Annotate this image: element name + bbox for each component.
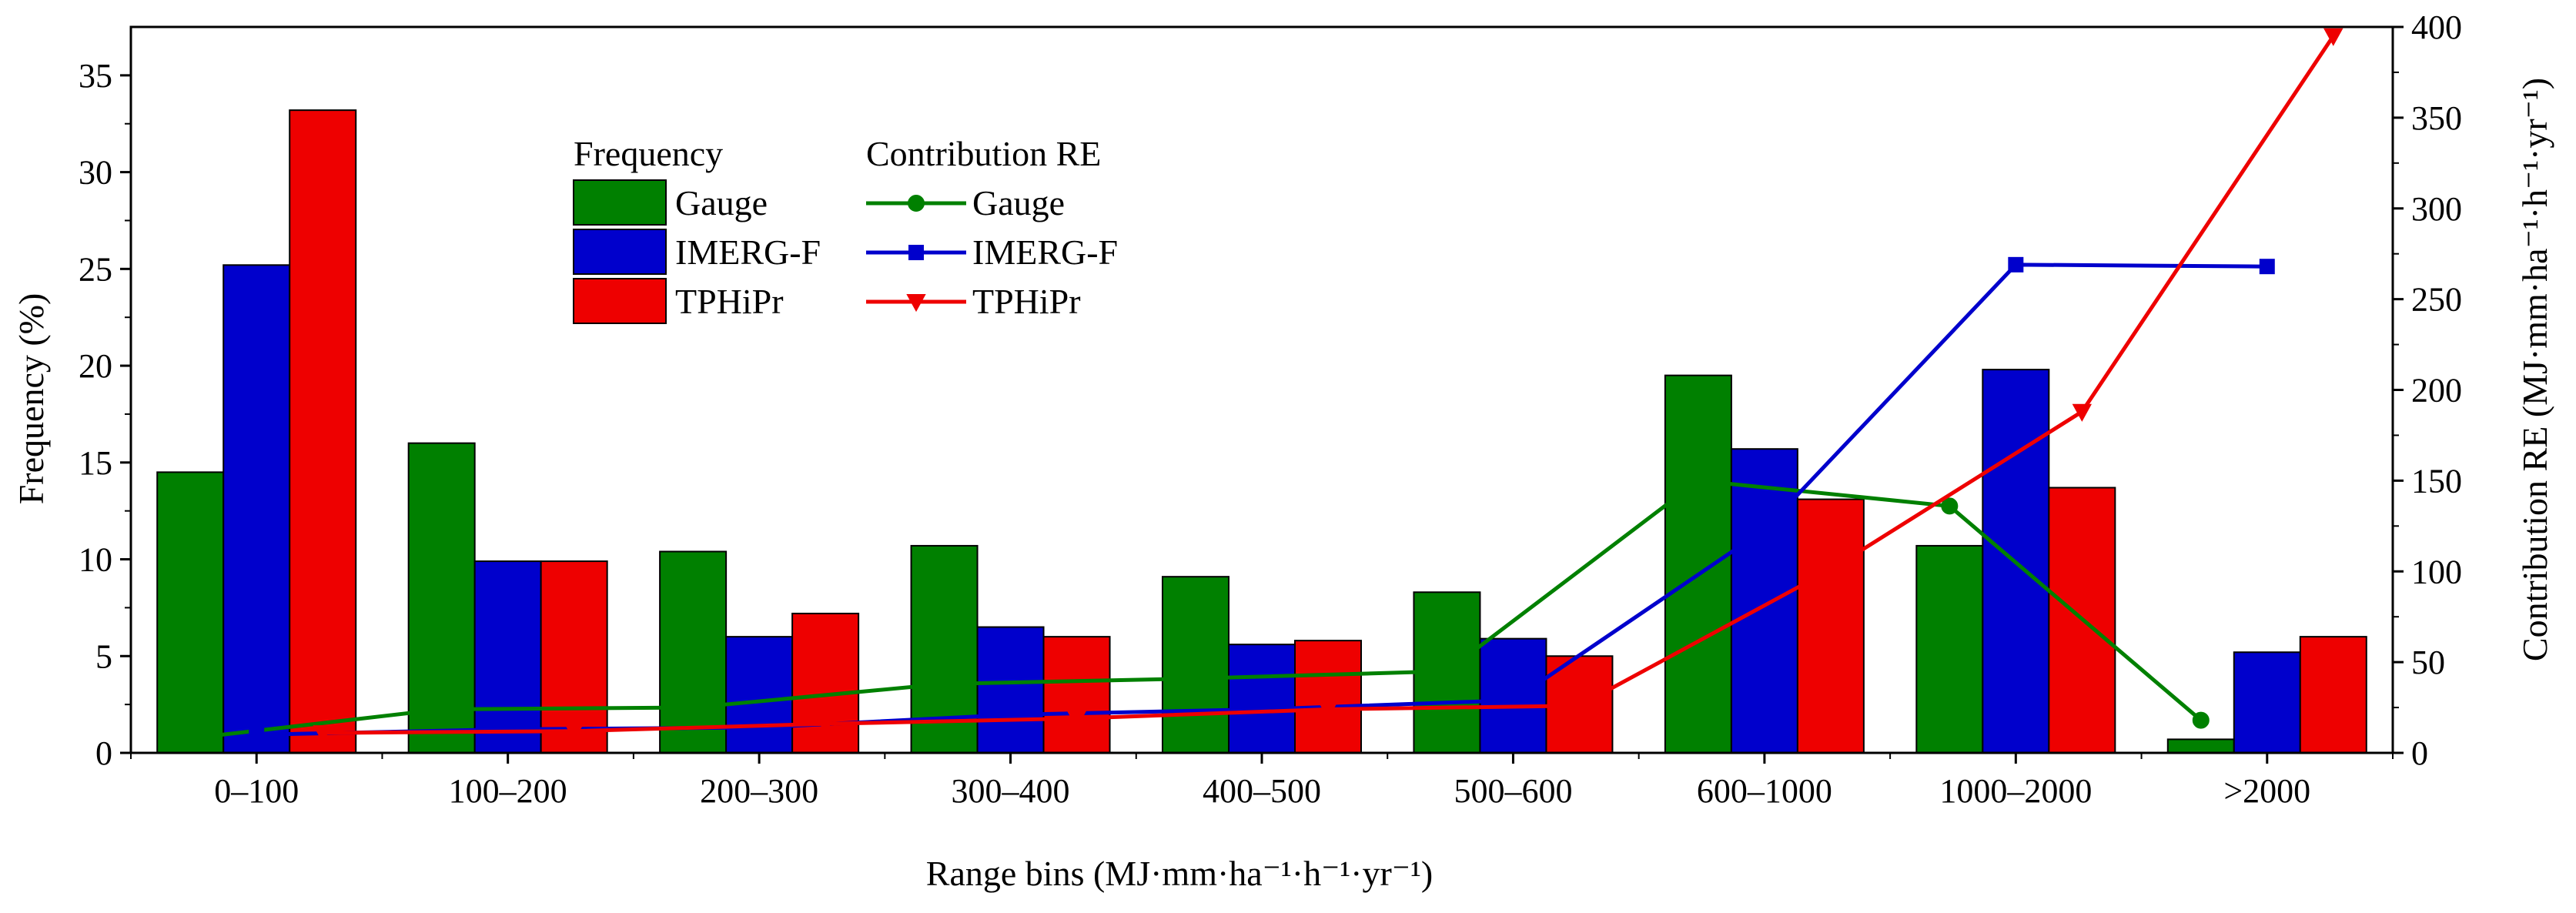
bar-tphipr-4 <box>1294 640 1362 754</box>
point-gauge-3 <box>935 675 953 693</box>
point-gauge-1 <box>433 701 450 718</box>
x-axis-title: Range bins (MJ·mm·ha⁻¹·h⁻¹·yr⁻¹) <box>926 854 1433 893</box>
bar-gauge-4 <box>1162 576 1229 754</box>
point-tphipr-1 <box>564 723 584 741</box>
bar-imerg-f-0 <box>222 264 291 754</box>
y2-tick-label-0: 0 <box>2411 734 2428 772</box>
y-tick-label-20: 20 <box>79 347 112 385</box>
bar-gauge-2 <box>659 550 728 754</box>
bars-layer <box>156 109 2367 754</box>
point-imerg-f-1 <box>500 721 516 737</box>
point-imerg-f-4 <box>1254 701 1270 717</box>
point-gauge-6 <box>1689 472 1707 490</box>
legend-marker-gauge <box>908 195 925 212</box>
point-imerg-f-0 <box>249 727 265 743</box>
legend-label-bar-tphipr: TPHiPr <box>675 282 784 321</box>
x-tick-label-2: 200–300 <box>700 772 818 810</box>
legend-label-line-tphipr: TPHiPr <box>972 282 1081 321</box>
point-tphipr-6 <box>1821 561 1841 580</box>
y-tick-label-35: 35 <box>79 57 112 95</box>
point-gauge-7 <box>1941 497 1959 515</box>
legend-label-line-gauge: Gauge <box>972 183 1065 222</box>
point-tphipr-0 <box>313 725 333 744</box>
bar-tphipr-8 <box>2299 636 2367 754</box>
bar-imerg-f-4 <box>1228 644 1296 754</box>
legend-swatch-gauge <box>573 179 667 226</box>
point-tphipr-8 <box>2323 28 2343 46</box>
x-tick-label-4: 400–500 <box>1203 772 1321 810</box>
legend-line-title: Contribution RE <box>866 134 1101 173</box>
point-tphipr-7 <box>2072 403 2093 422</box>
bar-gauge-6 <box>1664 374 1732 754</box>
y-tick-label-15: 15 <box>79 444 112 482</box>
y2-tick-label-350: 350 <box>2411 99 2462 137</box>
bar-gauge-8 <box>2166 738 2235 754</box>
point-tphipr-4 <box>1318 701 1338 720</box>
point-tphipr-2 <box>815 716 835 734</box>
y-tick-label-25: 25 <box>79 250 112 288</box>
y2-tick-label-400: 400 <box>2411 8 2462 46</box>
bar-tphipr-6 <box>1796 498 1865 754</box>
x-tick-label-3: 300–400 <box>952 772 1070 810</box>
x-tick-label-8: >2000 <box>2223 772 2310 810</box>
legend-swatch-tphipr <box>573 278 667 324</box>
point-gauge-4 <box>1187 670 1204 687</box>
axes-layer: 051015202530350501001502002503003504000–… <box>79 8 2462 810</box>
bar-tphipr-3 <box>1042 636 1111 754</box>
bar-imerg-f-3 <box>976 626 1045 754</box>
legend-bar-title: Frequency <box>574 134 723 173</box>
legend-marker-tphipr <box>906 294 926 313</box>
y-axis-title: Frequency (%) <box>12 293 51 505</box>
bar-imerg-f-1 <box>473 560 542 754</box>
x-tick-label-0: 0–100 <box>214 772 299 810</box>
y2-tick-label-50: 50 <box>2411 644 2445 681</box>
bar-tphipr-1 <box>540 560 608 754</box>
legend-label-bar-gauge: Gauge <box>675 183 768 222</box>
point-gauge-8 <box>2192 711 2210 729</box>
bar-tphipr-0 <box>289 109 357 754</box>
point-gauge-5 <box>1438 662 1456 680</box>
bar-imerg-f-8 <box>2233 651 2301 754</box>
y2-tick-label-200: 200 <box>2411 372 2462 410</box>
x-tick-label-6: 600–1000 <box>1697 772 1832 810</box>
y2-tick-label-250: 250 <box>2411 281 2462 319</box>
lines-layer <box>182 28 2343 747</box>
y2-tick-label-150: 150 <box>2411 462 2462 500</box>
y2-axis-title: Contribution RE (MJ·mm·ha⁻¹·h⁻¹·yr⁻¹) <box>2515 78 2554 661</box>
y2-tick-label-100: 100 <box>2411 553 2462 590</box>
point-tphipr-5 <box>1569 697 1590 716</box>
y-tick-label-0: 0 <box>95 734 112 772</box>
point-imerg-f-8 <box>2259 259 2275 275</box>
x-tick-label-1: 100–200 <box>449 772 567 810</box>
y-tick-label-5: 5 <box>95 637 112 675</box>
x-tick-label-5: 500–600 <box>1454 772 1572 810</box>
x-tick-label-7: 1000–2000 <box>1939 772 2092 810</box>
legend-marker-imerg-f <box>908 245 924 260</box>
bar-gauge-7 <box>1915 544 1984 754</box>
y2-tick-label-300: 300 <box>2411 190 2462 228</box>
bar-imerg-f-6 <box>1730 448 1798 754</box>
y-tick-label-30: 30 <box>79 154 112 192</box>
legend: Frequency Contribution RE Gauge IMERG-F TPHi… <box>573 134 1118 324</box>
legend-label-bar-imerg-f: IMERG-F <box>675 232 821 272</box>
legend-swatch-imerg-f <box>573 229 667 275</box>
y-tick-label-10: 10 <box>79 541 112 579</box>
bar-gauge-0 <box>156 471 225 754</box>
point-imerg-f-7 <box>2008 256 2024 273</box>
point-gauge-0 <box>182 730 199 747</box>
point-gauge-2 <box>684 699 702 717</box>
point-imerg-f-6 <box>1756 522 1772 538</box>
legend-label-line-imerg-f: IMERG-F <box>972 232 1118 272</box>
bar-imerg-f-2 <box>725 636 794 754</box>
point-tphipr-3 <box>1066 711 1087 729</box>
